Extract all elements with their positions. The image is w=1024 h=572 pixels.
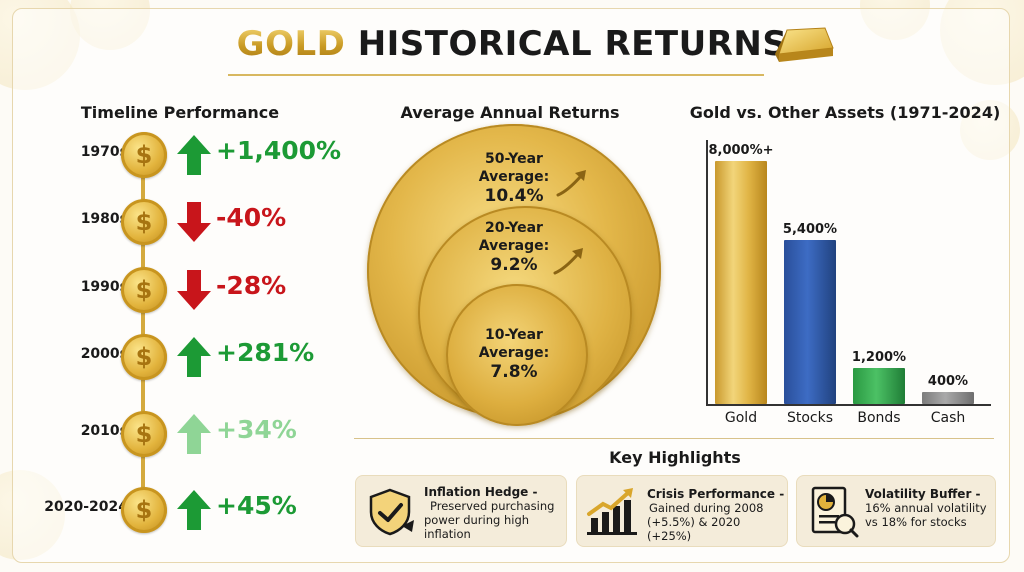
highlights-title: Key Highlights	[609, 448, 741, 467]
highlight-desc-line: Gained during 2008	[649, 501, 764, 515]
timeline-row: 2020-2024 $ +45%	[20, 487, 350, 533]
timeline-value: +45%	[216, 491, 297, 520]
timeline-line	[141, 160, 145, 505]
bar-data-label: 8,000%+	[708, 143, 774, 158]
bar-category-label: Cash	[930, 410, 966, 426]
timeline-value: +34%	[216, 415, 297, 444]
ring-caption: Average:	[478, 238, 550, 254]
bar-chart-title: Gold vs. Other Assets (1971-2024)	[689, 103, 1001, 122]
growth-arrow-icon	[553, 248, 583, 275]
bar-bonds	[853, 368, 905, 404]
bar-category-label: Stocks	[786, 410, 834, 426]
title-rest: HISTORICAL RETURNS	[357, 24, 788, 64]
highlights-divider	[354, 438, 994, 439]
average-ring	[446, 284, 588, 426]
highlight-title: Crisis Performance -	[647, 487, 785, 501]
timeline-row: 1970s $ +1,400%	[20, 132, 350, 178]
dollar-coin-icon: $	[121, 132, 167, 178]
bar-chart-x-axis	[706, 404, 991, 406]
highlight-card-volatility: Volatility Buffer - 16% annual volatilit…	[796, 475, 996, 547]
arrow-up-icon	[177, 490, 211, 530]
timeline-decade: 1980s	[80, 211, 128, 227]
timeline-decade: 2010s	[80, 423, 128, 439]
highlight-desc-line: vs 18% for stocks	[865, 515, 967, 529]
highlight-desc-line: Preserved purchasing	[430, 499, 555, 513]
shield-check-icon	[369, 488, 414, 536]
timeline-decade: 2020-2024	[44, 499, 128, 515]
timeline-decade: 2000s	[80, 346, 128, 362]
gold-bar-icon	[775, 27, 834, 62]
timeline-value: +281%	[216, 338, 315, 367]
timeline-row: 1990s $ -28%	[20, 267, 350, 313]
ring-value: 7.8%	[490, 362, 538, 382]
dollar-coin-icon: $	[121, 199, 167, 245]
arrow-up-icon	[177, 135, 211, 175]
dollar-coin-icon: $	[121, 487, 167, 533]
bar-category-label: Gold	[724, 410, 758, 426]
dollar-coin-icon: $	[121, 334, 167, 380]
timeline-value: -40%	[216, 203, 287, 232]
ring-label: 50-Year Average: 10.4%	[454, 150, 574, 207]
ring-caption: 10-Year	[485, 327, 543, 343]
highlight-desc-line: power during high	[424, 513, 530, 527]
timeline-value: +1,400%	[216, 136, 342, 165]
timeline-row: 2010s $ +34%	[20, 411, 350, 457]
arrow-down-icon	[177, 202, 211, 242]
timeline-row: 1980s $ -40%	[20, 199, 350, 245]
arrow-up-icon	[177, 337, 211, 377]
highlight-card-crisis: Crisis Performance - Gained during 2008 …	[576, 475, 788, 547]
bar-gold	[715, 161, 767, 404]
rings-title: Average Annual Returns	[400, 103, 620, 122]
highlight-card-inflation: Inflation Hedge - Preserved purchasing p…	[355, 475, 567, 547]
ring-label: 20-Year Average: 9.2%	[454, 219, 574, 276]
growth-chart-icon	[587, 488, 637, 535]
page-title: GOLD HISTORICAL RETURNS	[237, 22, 788, 66]
timeline-decade: 1970s	[80, 144, 128, 160]
bar-data-label: 400%	[927, 374, 969, 389]
arrow-up-icon	[177, 414, 211, 454]
bar-stocks	[784, 240, 836, 404]
dollar-coin-icon: $	[121, 411, 167, 457]
timeline-title: Timeline Performance	[80, 103, 280, 122]
title-highlight: GOLD	[236, 24, 346, 64]
page-header: GOLD HISTORICAL RETURNS	[0, 22, 1024, 66]
timeline-row: 2000s $ +281%	[20, 334, 350, 380]
highlight-title: Inflation Hedge -	[424, 485, 538, 499]
report-icon	[811, 486, 859, 538]
ring-caption: Average:	[478, 345, 550, 361]
ring-caption: Average:	[478, 169, 550, 185]
ring-label: 10-Year Average: 7.8%	[454, 326, 574, 383]
title-underline	[228, 74, 764, 76]
ring-caption: 50-Year	[485, 151, 543, 167]
highlight-title: Volatility Buffer -	[865, 487, 981, 501]
bar-category-label: Bonds	[857, 410, 901, 426]
highlight-desc-line: 16% annual volatility	[865, 501, 987, 515]
ring-value: 9.2%	[490, 255, 538, 275]
timeline-decade: 1990s	[80, 279, 128, 295]
bar-cash	[922, 392, 974, 404]
ring-caption: 20-Year	[485, 220, 543, 236]
dollar-coin-icon: $	[121, 267, 167, 313]
bar-data-label: 1,200%	[851, 350, 907, 365]
timeline-value: -28%	[216, 271, 287, 300]
growth-arrow-icon	[556, 170, 586, 197]
bar-chart-y-axis	[706, 140, 708, 405]
arrow-down-icon	[177, 270, 211, 310]
highlight-desc-line: inflation	[424, 527, 471, 541]
bar-data-label: 5,400%	[782, 222, 838, 237]
highlight-desc-line: (+5.5%) & 2020 (+25%)	[647, 515, 741, 543]
ring-value: 10.4%	[484, 186, 544, 206]
